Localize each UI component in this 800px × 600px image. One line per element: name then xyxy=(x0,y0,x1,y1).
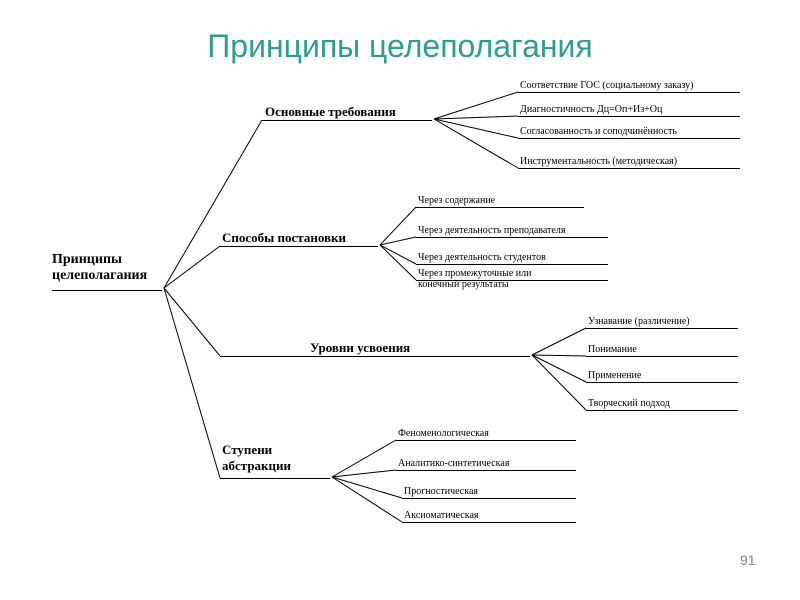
branch-b1: Основные требования xyxy=(265,104,396,120)
leaf-b2l1: Через содержание xyxy=(418,195,495,206)
leaf-uline-b3l2 xyxy=(586,356,738,357)
leaf-uline-b2l3 xyxy=(416,264,608,265)
branch-uline-b3 xyxy=(220,356,530,357)
leaf-uline-b2l1 xyxy=(416,207,584,208)
leaf-b2l2: Через деятельность преподавателя xyxy=(418,225,565,236)
branch-b2: Способы постановки xyxy=(222,230,346,246)
leaf-b4l3: Прогностическая xyxy=(404,486,478,497)
leaf-uline-b3l3 xyxy=(586,382,738,383)
leaf-uline-b1l3 xyxy=(518,138,740,139)
leaf-uline-b4l4 xyxy=(402,522,576,523)
leaf-uline-b1l4 xyxy=(518,168,740,169)
leaf-uline-b3l1 xyxy=(586,328,738,329)
leaf-b3l1: Узнавание (различение) xyxy=(588,316,690,327)
leaf-b1l4: Инструментальность (методическая) xyxy=(520,156,677,167)
leaf-uline-b1l1 xyxy=(518,92,740,93)
leaf-uline-b2l4 xyxy=(416,280,608,281)
root-node: Принципыцелеполагания xyxy=(52,252,147,284)
leaf-uline-b4l2 xyxy=(396,470,576,471)
leaf-b4l2: Аналитико-синтетическая xyxy=(398,458,509,469)
leaf-uline-b1l2 xyxy=(518,116,740,117)
leaf-b1l1: Соответствие ГОС (социальному заказу) xyxy=(520,80,694,91)
leaf-b1l2: Диагностичность Дц=Оп+Из+Оц xyxy=(520,104,662,115)
root-underline xyxy=(52,290,162,291)
leaf-uline-b3l4 xyxy=(586,410,738,411)
leaf-b3l3: Применение xyxy=(588,370,641,381)
leaf-b2l3: Через деятельность студентов xyxy=(418,252,546,263)
page-number: 91 xyxy=(740,552,756,568)
branch-uline-b4 xyxy=(220,478,330,479)
branch-uline-b1 xyxy=(262,120,432,121)
leaf-b1l3: Согласованность и соподчинённость xyxy=(520,126,677,137)
branch-b3: Уровни усвоения xyxy=(310,340,410,356)
leaf-b2l4: Через промежуточные иликонечный результа… xyxy=(418,268,532,290)
branch-uline-b2 xyxy=(220,246,378,247)
leaf-uline-b2l2 xyxy=(416,237,608,238)
leaf-uline-b4l3 xyxy=(402,498,576,499)
branch-b4: Ступениабстракции xyxy=(222,442,291,474)
leaf-b3l4: Творческий подход xyxy=(588,398,670,409)
leaf-uline-b4l1 xyxy=(396,440,576,441)
leaf-b4l1: Феноменологическая xyxy=(398,428,489,439)
leaf-b3l2: Понимание xyxy=(588,344,637,355)
leaf-b4l4: Аксиоматическая xyxy=(404,510,479,521)
